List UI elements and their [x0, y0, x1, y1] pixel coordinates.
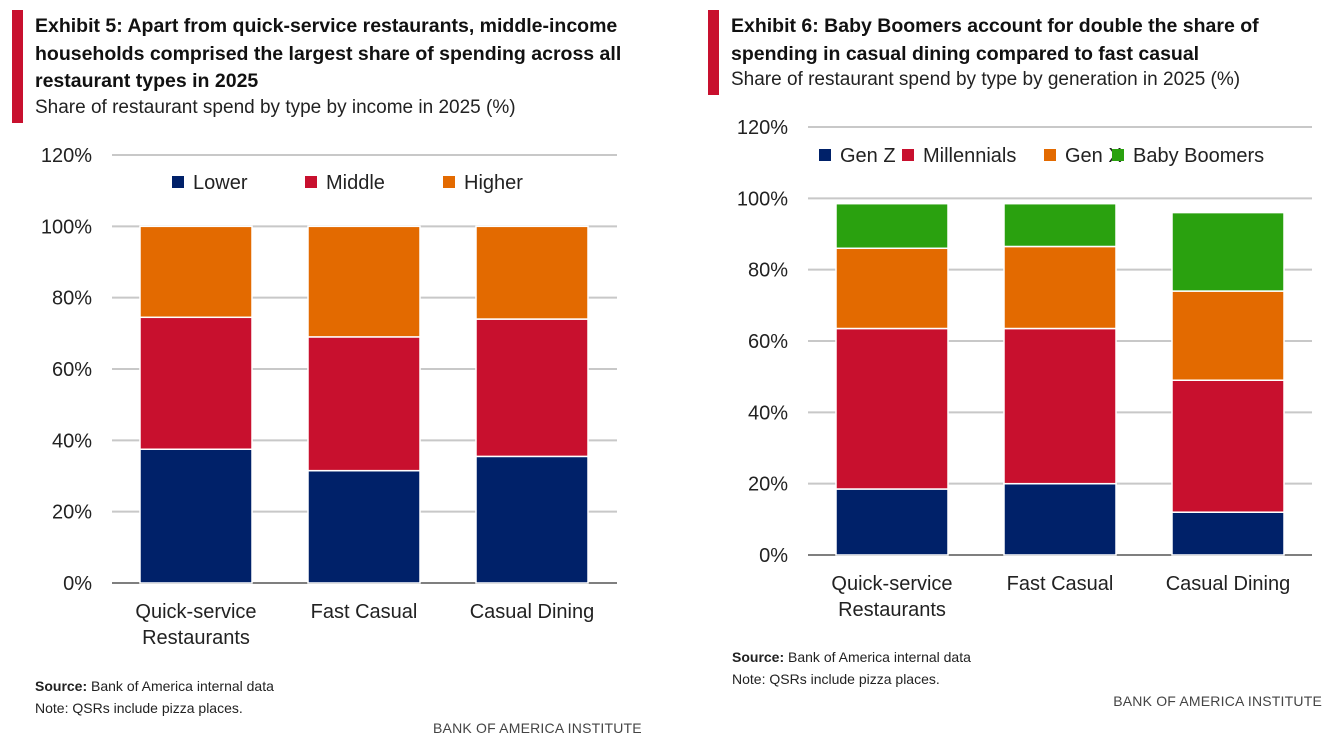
legend-label: Millennials: [923, 145, 1016, 167]
bar-segment-lower: [139, 448, 253, 584]
legend-label: Gen X: [1065, 145, 1122, 167]
legend-label: Middle: [326, 172, 385, 194]
bar-segment-middle: [475, 318, 589, 458]
x-category-label: Restaurants: [142, 627, 250, 649]
exhibit-title: Exhibit 5: Apart from quick-service rest…: [35, 15, 622, 92]
y-tick-label: 60%: [52, 359, 92, 381]
y-tick-label: 80%: [52, 288, 92, 310]
generation-stacked-bar-chart: 0% 20% 40% 60% 80% 100% 120% Quick-service Resta…: [737, 117, 1312, 621]
bar-segment-middle: [307, 336, 421, 472]
bar-segment-millennials: [1171, 379, 1285, 513]
y-tick-label: 120%: [737, 117, 788, 139]
brand-footer: BANK OF AMERICA INSTITUTE: [1113, 693, 1322, 709]
x-category-label: Quick-service: [135, 601, 256, 623]
income-stacked-bar-chart: 0% 20% 40% 60% 80% 100% 120% Quick-service Resta…: [41, 145, 617, 649]
bar-segment-middle: [139, 316, 253, 450]
bar-segment-baby-boomers: [835, 202, 949, 250]
bar-segment-higher: [475, 225, 589, 320]
bar-segment-millennials: [835, 327, 949, 490]
x-category-label: Casual Dining: [1166, 573, 1291, 595]
legend-label: Baby Boomers: [1133, 145, 1264, 167]
x-category-label: Casual Dining: [470, 601, 595, 623]
accent-bar: [708, 10, 719, 95]
note-text: Note: QSRs include pizza places.: [732, 671, 940, 687]
exhibit-6-panel: Exhibit 6: Baby Boomers account for doub…: [700, 0, 1330, 732]
source-label: Source:: [35, 678, 88, 694]
bar-segment-lower: [475, 455, 589, 584]
y-tick-label: 0%: [759, 545, 788, 567]
legend-swatch: [1044, 149, 1056, 161]
brand-footer: BANK OF AMERICA INSTITUTE: [433, 720, 642, 736]
legend-label: Higher: [464, 172, 523, 194]
accent-bar: [12, 10, 23, 123]
bar-segment-gen-z: [1003, 482, 1117, 556]
bar-segment-baby-boomers: [1003, 202, 1117, 248]
x-category-label: Restaurants: [838, 599, 946, 621]
exhibit-subtitle: Share of restaurant spend by type by gen…: [731, 69, 1241, 90]
source-text: Bank of America internal data: [91, 678, 274, 694]
x-category-label: Quick-service: [831, 573, 952, 595]
legend-swatch: [902, 149, 914, 161]
exhibit-subtitle: Share of restaurant spend by type by inc…: [35, 97, 516, 118]
bar-segment-gen-x: [1171, 290, 1285, 381]
bar-segment-higher: [139, 225, 253, 319]
legend-swatch: [443, 176, 455, 188]
bar-segment-higher: [307, 225, 421, 338]
bar-segment-baby-boomers: [1171, 211, 1285, 292]
legend-swatch: [1112, 149, 1124, 161]
source-note: Source: Bank of America internal data No…: [732, 646, 971, 690]
source-note: Source: Bank of America internal data No…: [35, 675, 274, 719]
bar-segment-gen-x: [835, 247, 949, 330]
source-label: Source:: [732, 649, 785, 665]
y-tick-label: 80%: [748, 260, 788, 282]
exhibit-5-panel: Exhibit 5: Apart from quick-service rest…: [0, 0, 660, 736]
legend-label: Lower: [193, 172, 248, 194]
legend-swatch: [819, 149, 831, 161]
y-tick-label: 40%: [52, 430, 92, 452]
y-tick-label: 100%: [737, 188, 788, 210]
bar-segment-lower: [307, 469, 421, 584]
source-text: Bank of America internal data: [788, 649, 971, 665]
y-tick-label: 60%: [748, 331, 788, 353]
legend-swatch: [172, 176, 184, 188]
bar-segment-gen-x: [1003, 245, 1117, 330]
bar-segment-gen-z: [835, 488, 949, 556]
y-tick-label: 40%: [748, 402, 788, 424]
y-tick-label: 20%: [748, 474, 788, 496]
x-category-label: Fast Casual: [311, 601, 418, 623]
y-tick-label: 100%: [41, 216, 92, 238]
y-tick-label: 0%: [63, 573, 92, 595]
y-tick-label: 120%: [41, 145, 92, 167]
legend-label: Gen Z: [840, 145, 896, 167]
exhibit-title: Exhibit 6: Baby Boomers account for doub…: [731, 15, 1259, 65]
x-category-label: Fast Casual: [1007, 573, 1114, 595]
legend-swatch: [305, 176, 317, 188]
note-text: Note: QSRs include pizza places.: [35, 700, 243, 716]
bar-segment-gen-z: [1171, 511, 1285, 556]
y-tick-label: 20%: [52, 502, 92, 524]
bar-segment-millennials: [1003, 327, 1117, 485]
